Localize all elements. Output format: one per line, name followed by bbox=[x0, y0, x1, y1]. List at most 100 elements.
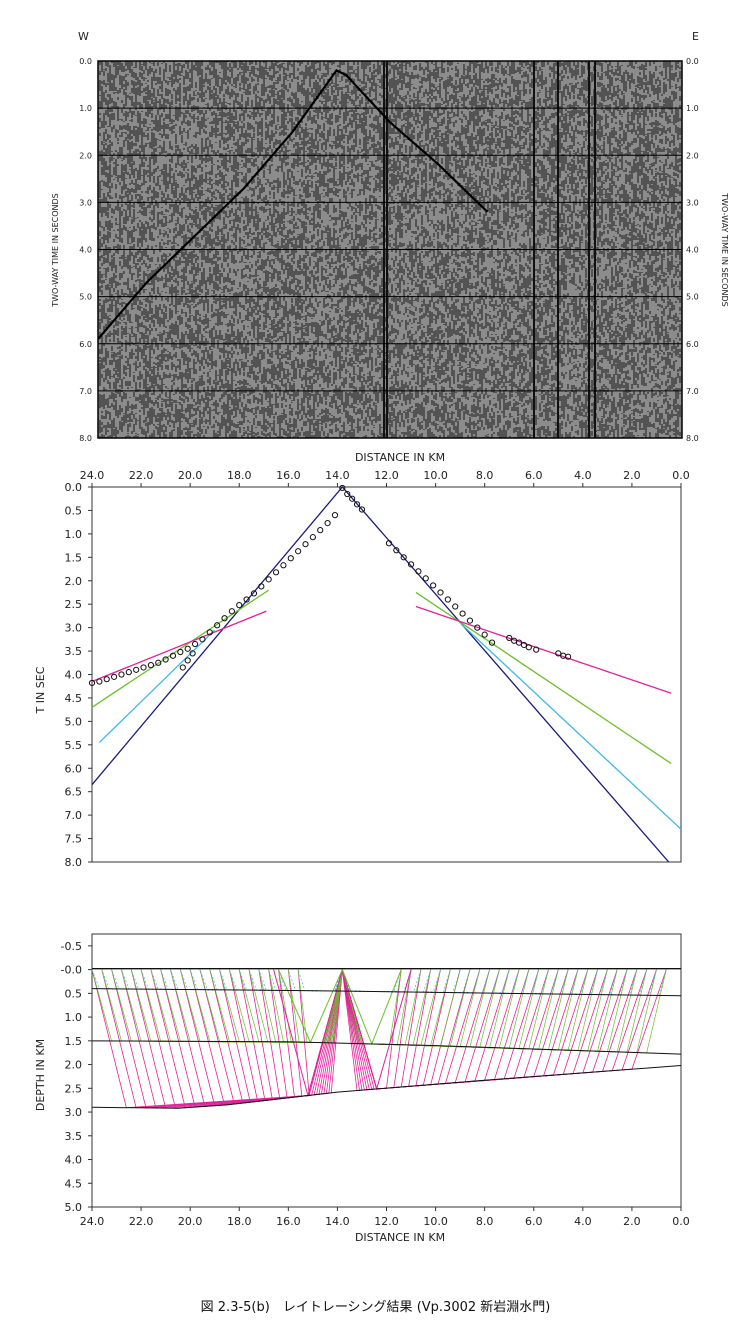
depth-ray-cyan bbox=[341, 969, 471, 994]
depth-ray-magenta bbox=[341, 969, 520, 1090]
depth-ray-magenta bbox=[341, 969, 490, 1090]
tt-observed-point bbox=[452, 603, 459, 610]
depth-x-tick-label: 12.0 bbox=[374, 1215, 399, 1228]
depth-ray-cyan bbox=[170, 969, 343, 992]
tt-observed-point bbox=[324, 519, 331, 527]
tt-observed-point bbox=[506, 634, 513, 642]
tt-observed-point bbox=[214, 622, 221, 629]
tt-model-line bbox=[415, 605, 672, 694]
depth-y-tick-label: 1.5 bbox=[65, 1035, 83, 1048]
tt-observed-point bbox=[184, 645, 191, 652]
tt-observed-point bbox=[407, 561, 415, 568]
tt-y-tick-label: 6.5 bbox=[65, 786, 83, 799]
tt-model-line bbox=[415, 591, 672, 765]
depth-ray-green bbox=[341, 969, 657, 1053]
tt-observed-point bbox=[525, 644, 532, 651]
tt-observed-point bbox=[295, 548, 302, 555]
depth-layer-boundary bbox=[91, 1040, 682, 1055]
tt-observed-point bbox=[533, 646, 540, 653]
tt-y-tick-label: 7.5 bbox=[65, 833, 83, 846]
depth-layer-boundary bbox=[91, 988, 682, 997]
depth-x-tick-label: 18.0 bbox=[227, 1215, 252, 1228]
depth-x-tick-label: 24.0 bbox=[80, 1215, 105, 1228]
seismic-tick-left: 5.0 bbox=[79, 293, 92, 302]
tt-observed-point bbox=[147, 662, 154, 669]
tt-observed-point bbox=[280, 562, 287, 569]
tt-observed-point bbox=[317, 527, 324, 534]
depth-layer-boundary bbox=[91, 1065, 682, 1109]
tt-observed-point bbox=[358, 506, 366, 513]
depth-axes: 24.0 22.0 20.0 18.0 16.0 14.0 12.0 10.0 8.0 6.0 4.… bbox=[61, 933, 690, 1228]
tt-x-tick-label: 8.0 bbox=[476, 469, 494, 482]
depth-y-tick-label: 0.5 bbox=[65, 987, 83, 1000]
tt-x-tick-label: 22.0 bbox=[129, 469, 154, 482]
seismic-tick-left: 1.0 bbox=[79, 104, 92, 113]
tt-x-tick-label: 0.0 bbox=[672, 469, 690, 482]
depth-ray-cyan bbox=[341, 969, 559, 995]
tt-observed-point bbox=[110, 673, 118, 680]
depth-rays bbox=[91, 969, 667, 1109]
depth-ray-green bbox=[341, 969, 598, 1051]
depth-x-tick-label: 22.0 bbox=[129, 1215, 154, 1228]
tt-y-tick-label: 1.0 bbox=[65, 528, 83, 541]
tt-x-tick-label: 12.0 bbox=[374, 469, 399, 482]
depth-ray-cyan bbox=[341, 969, 589, 995]
depth-ray-cyan bbox=[341, 969, 441, 993]
depth-y-tick-label: 1.0 bbox=[65, 1011, 83, 1024]
depth-y-tick-label: -0.0 bbox=[61, 964, 82, 977]
depth-ray-cyan bbox=[199, 969, 343, 992]
seismic-tick-left: 2.0 bbox=[79, 151, 92, 160]
tt-model-line bbox=[91, 486, 670, 863]
tt-observed-point bbox=[331, 512, 339, 519]
depth-x-tick-label: 8.0 bbox=[476, 1215, 494, 1228]
tt-model-line bbox=[459, 622, 682, 830]
tt-y-tick-label: 5.5 bbox=[65, 739, 83, 752]
west-label: W bbox=[78, 30, 89, 43]
depth-ylabel: DEPTH IN KM bbox=[34, 1039, 47, 1111]
tt-y-tick-label: 0.5 bbox=[65, 504, 83, 517]
tt-y-tick-label: 1.5 bbox=[65, 551, 83, 564]
tt-x-tick-label: 10.0 bbox=[423, 469, 448, 482]
tt-y-tick-label: 7.0 bbox=[65, 809, 83, 822]
tt-observed-point bbox=[199, 636, 206, 643]
depth-y-tick-label: -0.5 bbox=[61, 940, 82, 953]
depth-layers bbox=[91, 967, 682, 1109]
tt-observed-point bbox=[444, 596, 451, 603]
depth-ray-green bbox=[341, 969, 638, 1053]
tt-y-tick-label: 4.0 bbox=[65, 669, 83, 682]
depth-y-tick-label: 2.5 bbox=[65, 1082, 83, 1095]
depth-ray-cyan bbox=[130, 969, 343, 992]
east-label: E bbox=[692, 30, 699, 43]
tt-observed-point bbox=[287, 555, 294, 562]
depth-ray-cyan bbox=[229, 969, 343, 992]
depth-y-tick-label: 4.5 bbox=[65, 1177, 83, 1190]
depth-ray-cyan bbox=[341, 969, 520, 994]
tt-observed-point bbox=[349, 495, 356, 502]
tt-observed-point bbox=[179, 664, 186, 671]
tt-observed-point bbox=[466, 617, 474, 624]
tt-model-line bbox=[91, 589, 270, 708]
seismic-tick-right: 6.0 bbox=[686, 340, 699, 349]
tt-observed-point bbox=[228, 608, 235, 615]
tt-observed-point bbox=[221, 615, 228, 622]
depth-x-tick-label: 0.0 bbox=[672, 1215, 690, 1228]
depth-ray-magenta bbox=[341, 969, 618, 1090]
tt-y-tick-label: 6.0 bbox=[65, 762, 83, 775]
tt-x-tick-label: 16.0 bbox=[276, 469, 301, 482]
depth-ray-cyan bbox=[341, 969, 461, 993]
depth-ray-cyan bbox=[341, 969, 402, 993]
tt-observed-point bbox=[189, 650, 196, 657]
depth-y-tick-label: 3.0 bbox=[65, 1106, 83, 1119]
tt-model-lines bbox=[91, 486, 682, 863]
tt-observed-point bbox=[385, 540, 393, 547]
depth-ray-cyan bbox=[111, 969, 343, 992]
depth-ray-green bbox=[341, 969, 510, 1048]
tt-observed-point bbox=[344, 490, 351, 498]
depth-xlabel: DISTANCE IN KM bbox=[355, 1231, 445, 1244]
tt-observed-point bbox=[243, 596, 250, 603]
seismic-tick-left: 7.0 bbox=[79, 387, 92, 396]
depth-ray-magenta bbox=[341, 969, 412, 1091]
tt-y-tick-label: 8.0 bbox=[65, 856, 83, 869]
tt-observed-point bbox=[191, 640, 199, 648]
